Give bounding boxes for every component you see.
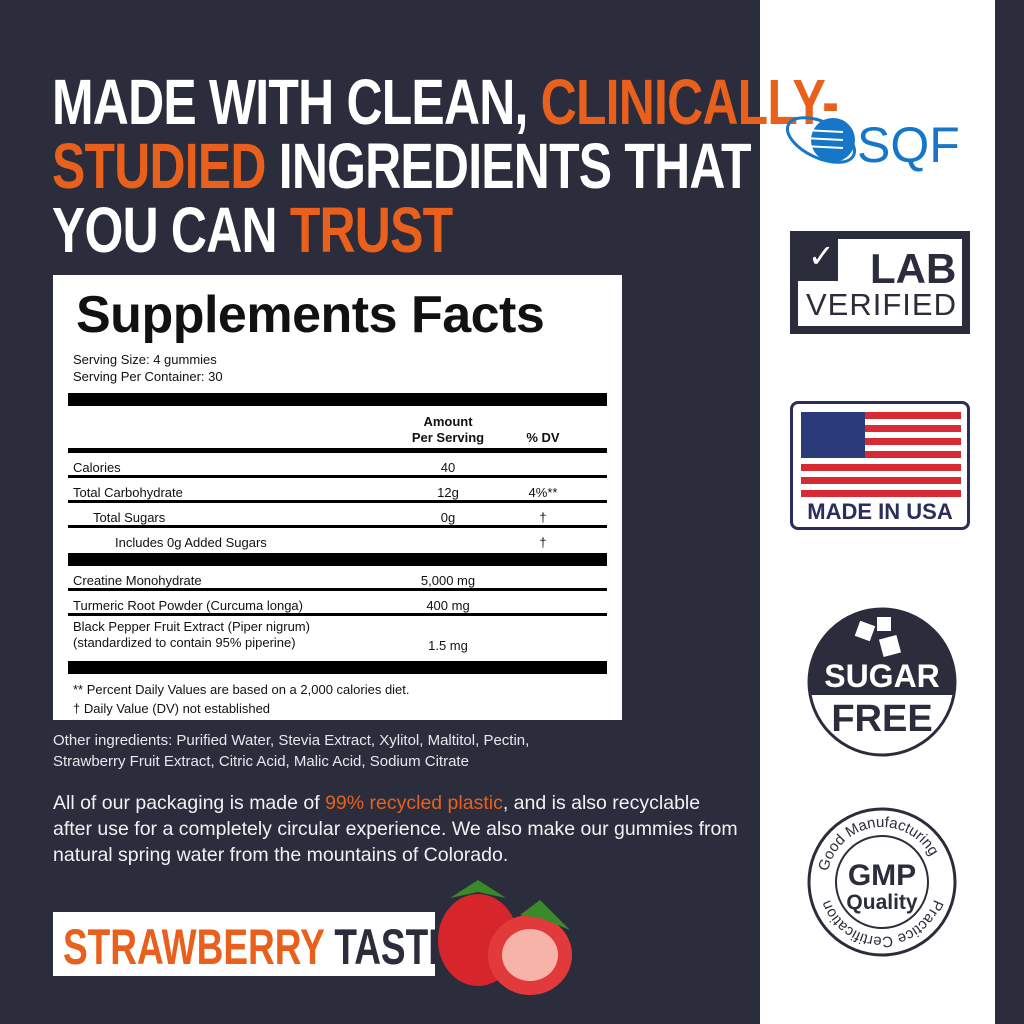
nutrient-dv: † bbox=[539, 535, 547, 550]
ingredient-amount: 1.5 mg bbox=[428, 638, 468, 653]
headline-line-2: STUDIED INGREDIENTS THAT bbox=[52, 130, 751, 202]
headline-line-1: MADE WITH CLEAN, CLINICALLY- bbox=[52, 66, 839, 138]
ingredient-amount: 400 mg bbox=[426, 598, 470, 613]
nutrient-amount: 0g bbox=[440, 510, 456, 525]
other-ingredients: Other ingredients: Purified Water, Stevi… bbox=[53, 732, 530, 770]
facts-title: Supplements Facts bbox=[76, 286, 545, 344]
divider bbox=[68, 661, 607, 674]
amount-header-2: Per Serving bbox=[411, 430, 485, 445]
nutrient-dv: 4%** bbox=[528, 485, 558, 500]
ingredient-name: Creatine Monohydrate bbox=[73, 573, 202, 588]
supplement-facts-panel: Supplements Facts Serving Size: 4 gummie… bbox=[53, 275, 622, 720]
divider bbox=[68, 393, 607, 406]
gmp-quality-badge: Good Manufacturing Practice Certificatio… bbox=[807, 807, 957, 957]
nutrient-name: Calories bbox=[73, 460, 121, 475]
nutrient-name: Total Carbohydrate bbox=[73, 485, 183, 500]
ingredient-name: Turmeric Root Powder (Curcuma longa) bbox=[73, 598, 303, 613]
svg-text:SQF: SQF bbox=[857, 117, 960, 173]
nutrient-name: Total Sugars bbox=[93, 510, 166, 525]
strawberry-image bbox=[438, 880, 572, 995]
divider bbox=[68, 553, 607, 566]
nutrient-amount: 40 bbox=[440, 460, 456, 475]
svg-text:FREE: FREE bbox=[831, 698, 932, 740]
facts-row: Calories 40 bbox=[68, 453, 607, 478]
facts-row: Includes 0g Added Sugars † bbox=[68, 528, 607, 553]
svg-text:GMP: GMP bbox=[848, 859, 916, 892]
footnote-dagger: † Daily Value (DV) not established bbox=[73, 701, 271, 716]
facts-header: Amount Per Serving % DV bbox=[68, 406, 607, 453]
amount-header: Amount bbox=[423, 414, 473, 429]
ingredient-row: Black Pepper Fruit Extract (Piper nigrum… bbox=[68, 616, 607, 664]
serving-per-container: Serving Per Container: 30 bbox=[73, 369, 223, 384]
ingredient-row: Turmeric Root Powder (Curcuma longa) 400 … bbox=[68, 591, 607, 616]
nutrient-amount: 12g bbox=[437, 485, 459, 500]
ingredient-name: Black Pepper Fruit Extract (Piper nigrum… bbox=[73, 619, 310, 650]
ingredient-row: Creatine Monohydrate 5,000 mg bbox=[68, 566, 607, 591]
sqf-logo: SQF bbox=[785, 116, 960, 173]
made-in-usa-badge: MADE IN USA bbox=[790, 401, 970, 530]
lab-verified-badge: ✓ LAB VERIFIED bbox=[790, 231, 970, 334]
dv-header: % DV bbox=[526, 430, 560, 445]
svg-text:Quality: Quality bbox=[846, 891, 918, 914]
footnote-dv: ** Percent Daily Values are based on a 2… bbox=[73, 682, 410, 697]
facts-row: Total Carbohydrate 12g 4%** bbox=[68, 478, 607, 503]
headline-line-3: YOU CAN TRUST bbox=[52, 194, 453, 266]
serving-size: Serving Size: 4 gummies bbox=[73, 352, 217, 367]
svg-text:SUGAR: SUGAR bbox=[824, 658, 940, 694]
nutrient-dv: † bbox=[539, 510, 547, 525]
ingredient-amount: 5,000 mg bbox=[420, 573, 476, 588]
taste-banner: STRAWBERRY TASTE bbox=[53, 912, 453, 976]
facts-row: Total Sugars 0g † bbox=[68, 503, 607, 528]
sugar-free-badge: SUGAR FREE bbox=[807, 607, 957, 757]
packaging-text: All of our packaging is made of 99% recy… bbox=[53, 792, 738, 866]
nutrient-name: Includes 0g Added Sugars bbox=[115, 535, 267, 550]
check-icon: ✓ bbox=[808, 238, 835, 274]
